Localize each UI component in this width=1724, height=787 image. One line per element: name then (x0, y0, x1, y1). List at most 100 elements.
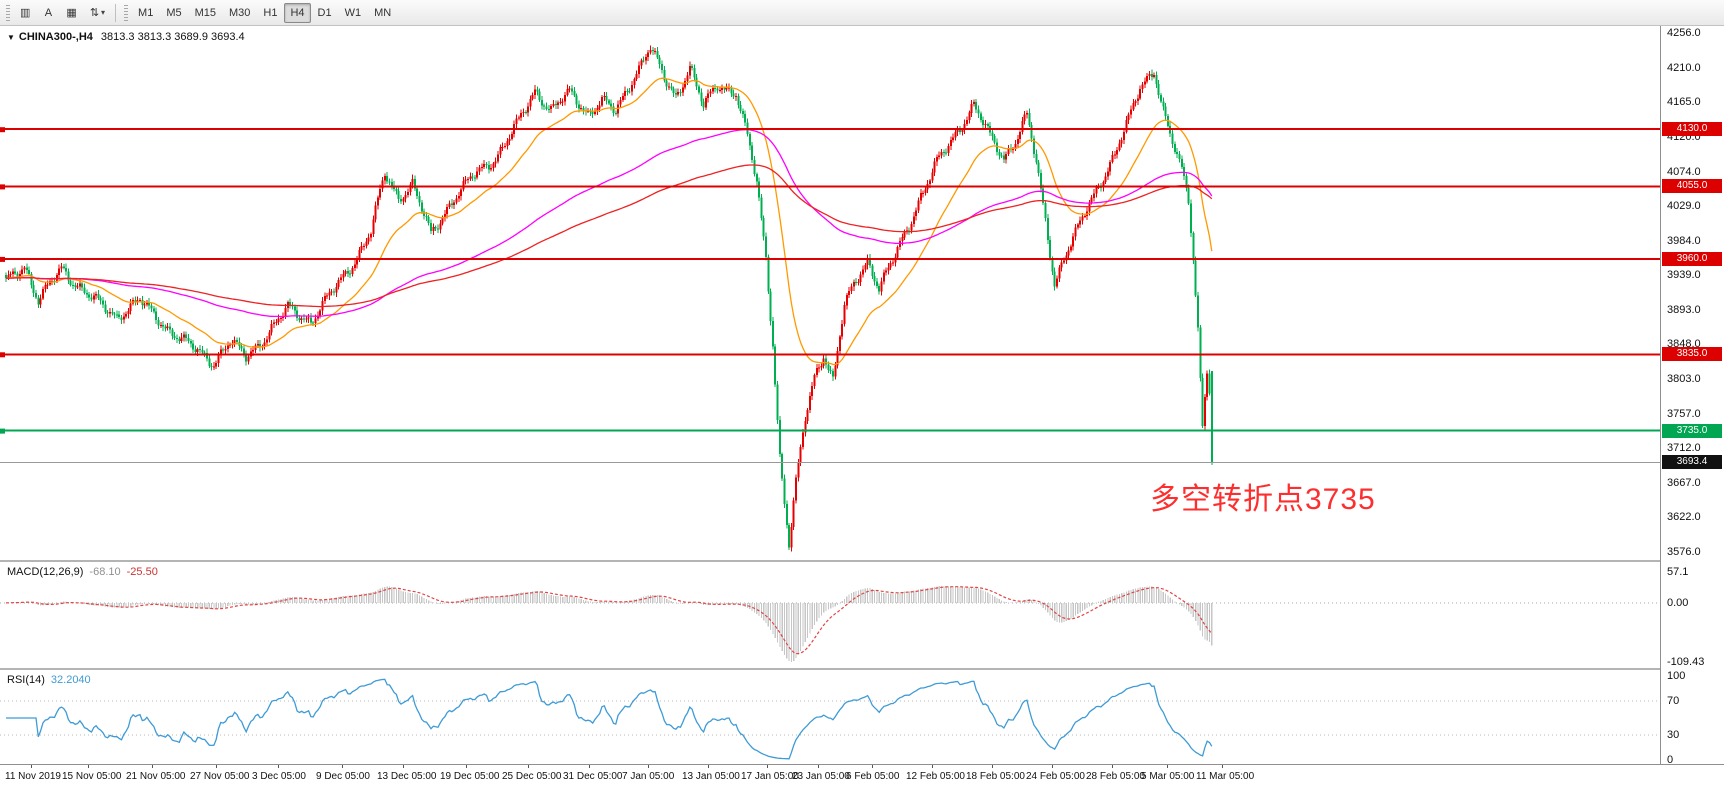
time-axis-label: 25 Dec 05:00 (502, 771, 562, 782)
collapse-icon[interactable]: ▼ (7, 33, 15, 42)
axis-tick-label: 4210.0 (1667, 62, 1701, 75)
price-axis[interactable]: 4256.0 4210.0 4165.0 4120.0 4074.0 4029.0 3984… (1660, 26, 1724, 766)
time-axis[interactable]: 11 Nov 2019 15 Nov 05:00 21 Nov 05:00 27 No… (0, 764, 1724, 787)
time-axis-tick (152, 765, 153, 768)
annotation-text[interactable]: 多空转折点3735 (1150, 483, 1376, 516)
time-axis-label: 5 Mar 05:00 (1141, 771, 1195, 782)
timeframe-mn-button[interactable]: MN (374, 6, 392, 19)
current-price-tag: 3693.4 (1662, 455, 1722, 470)
macd-canvas[interactable] (0, 562, 1660, 668)
up-candle-wicks (7, 45, 1208, 552)
axis-tick-label: 0.00 (1667, 596, 1689, 609)
pane-splitter[interactable] (0, 668, 1724, 670)
hline-anchor[interactable] (0, 127, 5, 133)
time-axis-label: 21 Nov 05:00 (126, 771, 186, 782)
time-axis-tick (818, 765, 819, 768)
text-annotation-button[interactable]: A (37, 3, 59, 23)
axis-tick-label: 4165.0 (1667, 96, 1701, 109)
axis-tick-label: 4256.0 (1667, 27, 1701, 39)
axis-tick-label: 3893.0 (1667, 304, 1701, 317)
axis-tick-label: 3939.0 (1667, 268, 1701, 281)
time-axis-label: 24 Feb 05:00 (1026, 771, 1085, 782)
time-axis-label: 31 Dec 05:00 (563, 771, 623, 782)
axis-tick-label: 57.1 (1667, 566, 1689, 578)
time-axis-label: 13 Dec 05:00 (377, 771, 437, 782)
ma-150-line (5, 129, 1213, 318)
time-axis-tick (1167, 765, 1168, 768)
level-price-tag: 4055.0 (1662, 179, 1722, 194)
time-axis-tick (31, 765, 32, 768)
symbol-label: CHINA300-,H4 (18, 31, 93, 43)
main-chart-canvas[interactable] (0, 26, 1660, 560)
time-axis-tick (992, 765, 993, 768)
rsi-canvas[interactable] (0, 670, 1660, 764)
ma-30-line (5, 77, 1213, 366)
ma-250-line (6, 164, 1213, 308)
chart-window-icon-button[interactable]: ▥ (14, 3, 36, 23)
axis-tick-label: 3576.0 (1667, 546, 1701, 558)
time-axis-tick (528, 765, 529, 768)
time-axis-tick (403, 765, 404, 768)
time-axis-label: 27 Nov 05:00 (190, 771, 250, 782)
toolbar-grip[interactable] (124, 4, 129, 21)
time-axis-label: 9 Dec 05:00 (316, 771, 370, 782)
chart-window-icon-button-glyph: ▥ (20, 7, 31, 19)
time-axis-tick (1052, 765, 1053, 768)
tool-button-group: ▥ A ▦ ⇅ ▾ (14, 3, 111, 23)
down-candle-wicks (5, 46, 1213, 551)
time-axis-label: 28 Feb 05:00 (1086, 771, 1145, 782)
ohlc-values: 3813.3 3813.3 3689.9 3693.4 (100, 31, 245, 43)
level-price-tag: 4130.0 (1662, 122, 1722, 137)
axis-tick-label: 3622.0 (1667, 510, 1701, 523)
toolbar-separator (115, 3, 117, 22)
time-axis-tick (767, 765, 768, 768)
time-axis-label: 7 Jan 05:00 (622, 771, 675, 782)
rsi-label: RSI(14) 32.2040 (7, 674, 91, 686)
axis-tick-label: 70 (1667, 695, 1680, 708)
timeframe-h1-button[interactable]: H1 (263, 6, 278, 19)
macd-signal-line (5, 586, 1213, 655)
hline-anchor[interactable] (0, 256, 5, 262)
time-axis-label: 17 Jan 05:00 (741, 771, 799, 782)
axis-tick-label: 3757.0 (1667, 407, 1701, 420)
level-price-tag: 3735.0 (1662, 423, 1722, 438)
timeframe-d1-button[interactable]: D1 (317, 6, 332, 19)
axis-tick-label: 3984.0 (1667, 234, 1701, 247)
time-axis-label: 11 Nov 2019 (5, 771, 61, 782)
time-axis-label: 18 Feb 05:00 (966, 771, 1025, 782)
level-price-tag: 3835.0 (1662, 347, 1722, 362)
timeframe-m30-button[interactable]: M30 (229, 6, 251, 19)
hline-anchor[interactable] (0, 352, 5, 358)
axis-tick-label: 100 (1667, 670, 1686, 682)
timeframe-m1-button[interactable]: M1 (138, 6, 154, 19)
time-axis-tick (932, 765, 933, 768)
time-axis-label: 12 Feb 05:00 (906, 771, 965, 782)
timeframe-w1-button[interactable]: W1 (344, 6, 362, 19)
toolbar-grip[interactable] (6, 4, 10, 21)
rsi-line (6, 678, 1213, 760)
rsi-name: RSI(14) (7, 674, 45, 686)
axis-tick-label: 4074.0 (1667, 165, 1701, 178)
time-axis-tick (342, 765, 343, 768)
timeframe-button-group: M1 M5 M15 M30 H1 H4 D1 W1 MN (132, 2, 397, 23)
select-tool-button-glyph: ▦ (66, 7, 77, 19)
timeframe-h4-button[interactable]: H4 (284, 2, 311, 23)
scroll-tool-button-glyph: ⇅ (89, 7, 100, 19)
time-axis-tick (1222, 765, 1223, 768)
select-tool-button[interactable]: ▦ (60, 3, 82, 23)
hline-anchor[interactable] (0, 184, 5, 190)
hline-anchor[interactable] (0, 428, 5, 434)
time-axis-tick (466, 765, 467, 768)
timeframe-m5-button[interactable]: M5 (166, 6, 182, 19)
time-axis-label: 19 Dec 05:00 (440, 771, 500, 782)
time-axis-label: 11 Mar 05:00 (1196, 771, 1255, 782)
timeframe-m15-button[interactable]: M15 (194, 6, 217, 19)
macd-main-value: -68.10 (89, 566, 121, 578)
time-axis-tick (88, 765, 89, 768)
scroll-tool-button[interactable]: ⇅ ▾ (84, 3, 111, 23)
macd-label: MACD(12,26,9) -68.10 -25.50 (7, 566, 158, 578)
macd-histogram (7, 586, 1213, 662)
rsi-value: 32.2040 (50, 674, 91, 686)
toolbar: ▥ A ▦ ⇅ ▾ M1 M5 M15 M30 H1 H4 D1 W1 MN (0, 0, 1724, 26)
pane-splitter[interactable] (0, 560, 1724, 562)
